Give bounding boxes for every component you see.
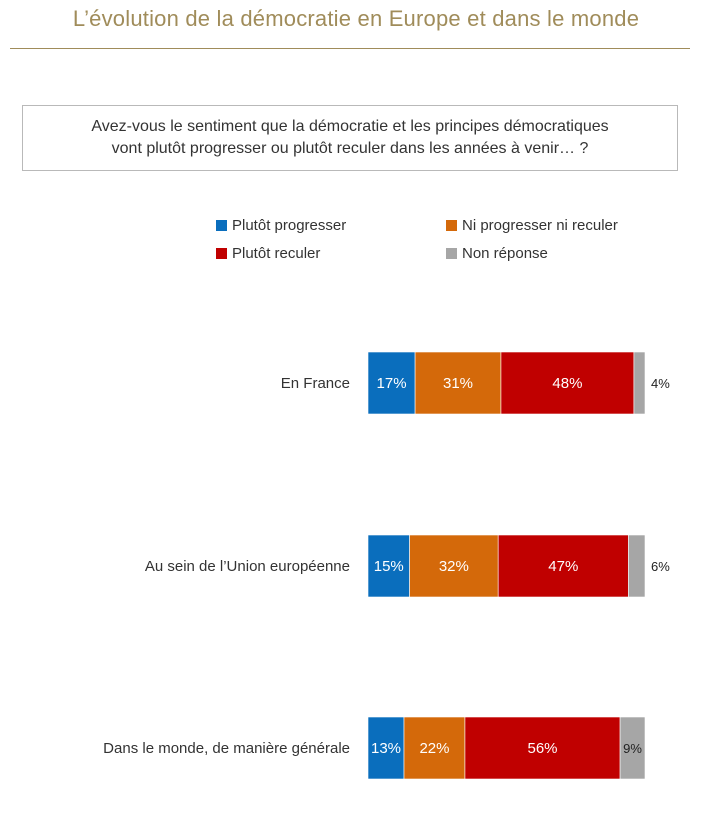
page-title: L’évolution de la démocratie en Europe e… bbox=[72, 6, 640, 31]
data-label-plutot-progresser-3: 13% bbox=[371, 740, 401, 757]
legend-item-progress: Plutôt progresser bbox=[216, 217, 346, 234]
question-line-1: Avez-vous le sentiment que la démocratie… bbox=[91, 118, 609, 135]
data-label-plutot-progresser-2: 15% bbox=[374, 558, 404, 575]
data-label-non-reponse-3: 9% bbox=[623, 741, 642, 756]
legend-label-neither: Ni progresser ni reculer bbox=[462, 217, 618, 234]
data-label-ni-progresser-ni-reculer-3: 22% bbox=[419, 740, 449, 757]
bar-plutot-progresser-3 bbox=[367, 716, 405, 780]
data-label-plutot-reculer-2: 47% bbox=[548, 558, 578, 575]
legend-label-recede: Plutôt reculer bbox=[232, 245, 321, 262]
legend-label-no-answer: Non réponse bbox=[462, 245, 548, 262]
bar-plutot-reculer-2 bbox=[497, 534, 629, 598]
category-label-en-france: En France bbox=[281, 375, 350, 392]
category-label-dans-le-monde-de-maniere-generale: Dans le monde, de manière générale bbox=[103, 740, 350, 757]
bar-plutot-progresser-2 bbox=[367, 534, 410, 598]
bar-plutot-progresser-1 bbox=[367, 351, 416, 415]
bar-ni-progresser-ni-reculer-3 bbox=[403, 716, 466, 780]
data-label-plutot-reculer-1: 48% bbox=[552, 375, 582, 392]
bar-non-reponse-1 bbox=[633, 351, 646, 415]
chart-legend: Plutôt progresser Ni progresser ni recul… bbox=[216, 217, 676, 269]
bar-non-reponse-3 bbox=[619, 716, 646, 780]
legend-label-progress: Plutôt progresser bbox=[232, 217, 347, 234]
data-label-plutot-progresser-1: 17% bbox=[377, 375, 407, 392]
bar-non-reponse-2 bbox=[628, 534, 646, 598]
legend-swatch-neither bbox=[446, 220, 457, 231]
question-line-2: vont plutôt progresser ou plutôt reculer… bbox=[111, 140, 589, 157]
bar-ni-progresser-ni-reculer-1 bbox=[414, 351, 502, 415]
bar-plutot-reculer-1 bbox=[500, 351, 635, 415]
data-label-ni-progresser-ni-reculer-2: 32% bbox=[439, 558, 469, 575]
legend-item-neither: Ni progresser ni reculer bbox=[446, 217, 618, 234]
legend-swatch-no-answer bbox=[446, 248, 457, 259]
data-label-non-reponse-2: 6% bbox=[651, 559, 670, 574]
legend-item-no-answer: Non réponse bbox=[446, 245, 548, 262]
data-label-plutot-reculer-3: 56% bbox=[527, 740, 557, 757]
legend-swatch-progress bbox=[216, 220, 227, 231]
title-divider bbox=[10, 48, 690, 49]
legend-item-recede: Plutôt reculer bbox=[216, 245, 320, 262]
data-label-ni-progresser-ni-reculer-1: 31% bbox=[443, 375, 473, 392]
question-box: Avez-vous le sentiment que la démocratie… bbox=[22, 105, 678, 171]
bar-plutot-reculer-3 bbox=[464, 716, 621, 780]
bar-ni-progresser-ni-reculer-2 bbox=[409, 534, 499, 598]
category-label-au-sein-de-l-union-europeenne: Au sein de l’Union européenne bbox=[145, 558, 350, 575]
data-label-non-reponse-1: 4% bbox=[651, 376, 670, 391]
legend-swatch-recede bbox=[216, 248, 227, 259]
